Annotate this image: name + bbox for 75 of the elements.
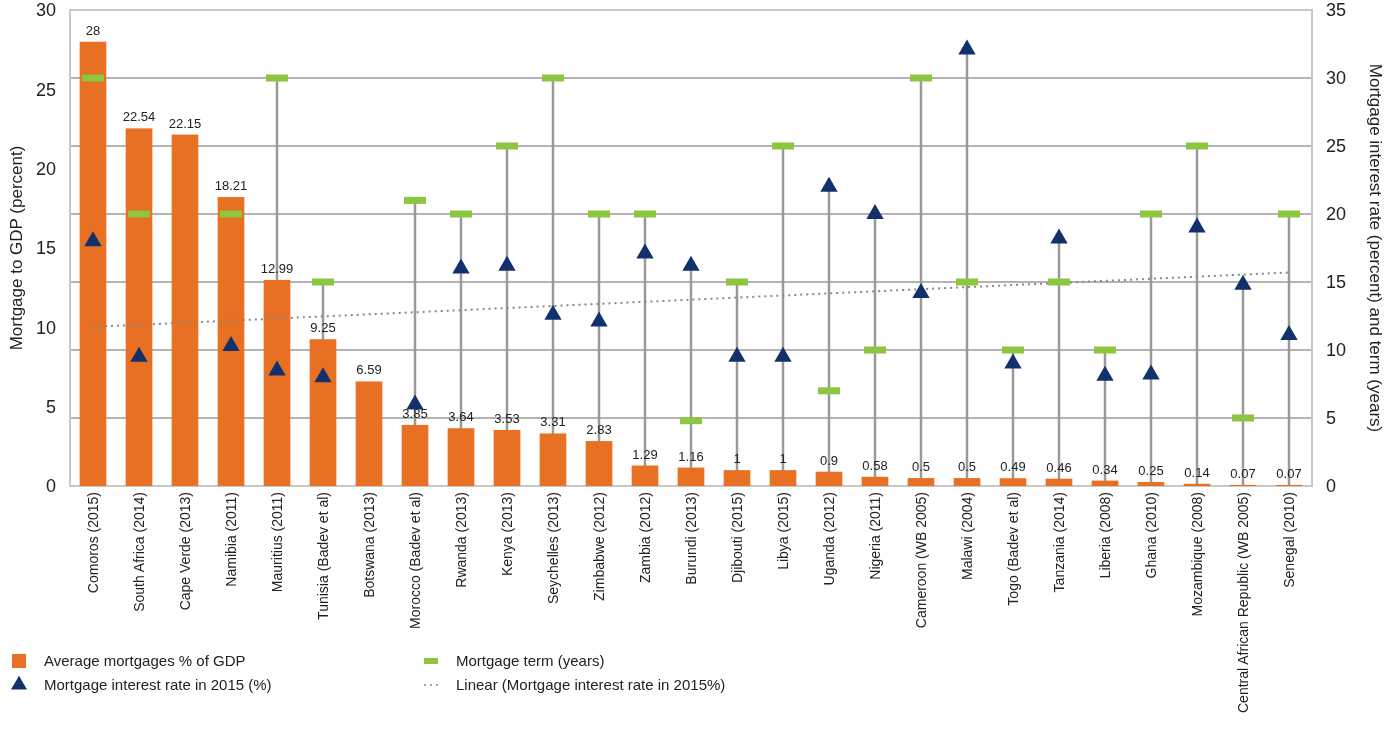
y2-tick-label: 15 (1326, 272, 1347, 293)
x-tick-label: Zambia (2012) (636, 492, 653, 584)
x-tick-label: Mozambique (2008) (1188, 492, 1205, 617)
x-tick-label: Namibia (2011) (222, 492, 239, 587)
data-label: 2.83 (586, 422, 612, 438)
legend-label: Linear (Mortgage interest rate in 2015%) (456, 676, 726, 694)
x-tick-label: Kenya (2013) (498, 492, 515, 577)
data-label: 6.59 (356, 362, 382, 378)
x-tick-label: Mauritius (2011) (268, 492, 285, 593)
x-tick-label: Botswana (2013) (360, 492, 377, 598)
x-tick-label: Comoros (2015) (84, 492, 101, 594)
data-label: 0.25 (1138, 463, 1164, 479)
y-tick-label: 25 (35, 79, 56, 100)
y-tick-label: 30 (35, 0, 56, 21)
data-label: 0.34 (1092, 461, 1118, 477)
y2-tick-label: 35 (1326, 0, 1347, 21)
data-label: 1 (733, 451, 741, 467)
y2-tick-label: 25 (1326, 136, 1347, 157)
x-tick-label: Rwanda (2013) (452, 492, 469, 588)
y-tick-label: 15 (35, 238, 56, 259)
data-label: 1.29 (632, 446, 658, 462)
data-label: 0.5 (911, 459, 931, 475)
data-label: 0.5 (957, 459, 977, 475)
data-label: 3.64 (448, 409, 474, 425)
y-tick-label: 0 (45, 476, 56, 497)
y2-tick-label: 0 (1326, 476, 1337, 497)
x-tick-label: Tanzania (2014) (1050, 492, 1067, 593)
x-tick-label: Central African Republic (WB 2005) (1234, 492, 1251, 713)
legend-label: Mortgage term (years) (456, 652, 605, 670)
y2-tick-label: 5 (1326, 408, 1337, 429)
y-tick-label: 20 (35, 158, 56, 179)
y2-tick-label: 30 (1326, 68, 1347, 89)
data-label: 22.54 (122, 109, 156, 125)
legend-label: Mortgage interest rate in 2015 (%) (44, 676, 272, 694)
data-label: 1.16 (678, 448, 704, 464)
x-tick-label: Nigeria (2011) (866, 492, 883, 580)
y2-axis-title: Mortgage interest rate (percent) and term (years) (1366, 63, 1385, 433)
data-label: 3.53 (494, 410, 520, 426)
x-tick-label: Burundi (2013) (682, 492, 699, 585)
y-tick-label: 10 (35, 317, 56, 338)
x-tick-label: Tunisia (Badev et al) (314, 492, 331, 620)
x-tick-label: Uganda (2012) (820, 492, 837, 586)
x-tick-label: Senegal (2010) (1280, 492, 1297, 588)
x-tick-label: Libya (2015) (774, 492, 791, 570)
x-tick-label: Togo (Badev et al) (1004, 492, 1021, 606)
data-label: 1 (779, 451, 787, 467)
x-tick-label: Morocco (Badev et al) (406, 492, 423, 629)
data-label: 0.14 (1184, 464, 1210, 480)
x-tick-label: Seychelles (2013) (544, 492, 561, 605)
data-label: 0.49 (1000, 459, 1026, 475)
data-label: 0.9 (819, 452, 839, 468)
data-label: 22.15 (168, 115, 202, 131)
y-tick-label: 5 (45, 396, 56, 417)
y2-tick-label: 10 (1326, 340, 1347, 361)
data-label: 9.25 (310, 320, 336, 336)
data-label: 0.46 (1046, 459, 1072, 475)
x-tick-label: Djibouti (2015) (728, 492, 745, 584)
data-label: 0.07 (1230, 465, 1256, 481)
x-tick-label: Cape Verde (2013) (176, 492, 193, 611)
x-tick-label: Liberia (2008) (1096, 492, 1113, 579)
x-tick-label: South Africa (2014) (130, 492, 147, 612)
data-label: 12.99 (260, 260, 294, 276)
data-label: 3.85 (402, 405, 428, 421)
data-label: 28 (85, 22, 101, 38)
x-tick-label: Zimbabwe (2012) (590, 492, 607, 601)
y-axis-title: Mortgage to GDP (percent) (7, 145, 26, 351)
data-label: 18.21 (214, 178, 248, 194)
x-tick-label: Cameroon (WB 2005) (912, 492, 929, 629)
data-label: 0.58 (862, 457, 888, 473)
legend-label: Average mortgages % of GDP (44, 652, 246, 670)
y2-tick-label: 20 (1326, 204, 1347, 225)
data-label: 0.07 (1276, 465, 1302, 481)
data-label: 3.31 (540, 414, 566, 430)
x-tick-label: Malawi (2004) (958, 492, 975, 580)
x-tick-label: Ghana (2010) (1142, 492, 1159, 579)
